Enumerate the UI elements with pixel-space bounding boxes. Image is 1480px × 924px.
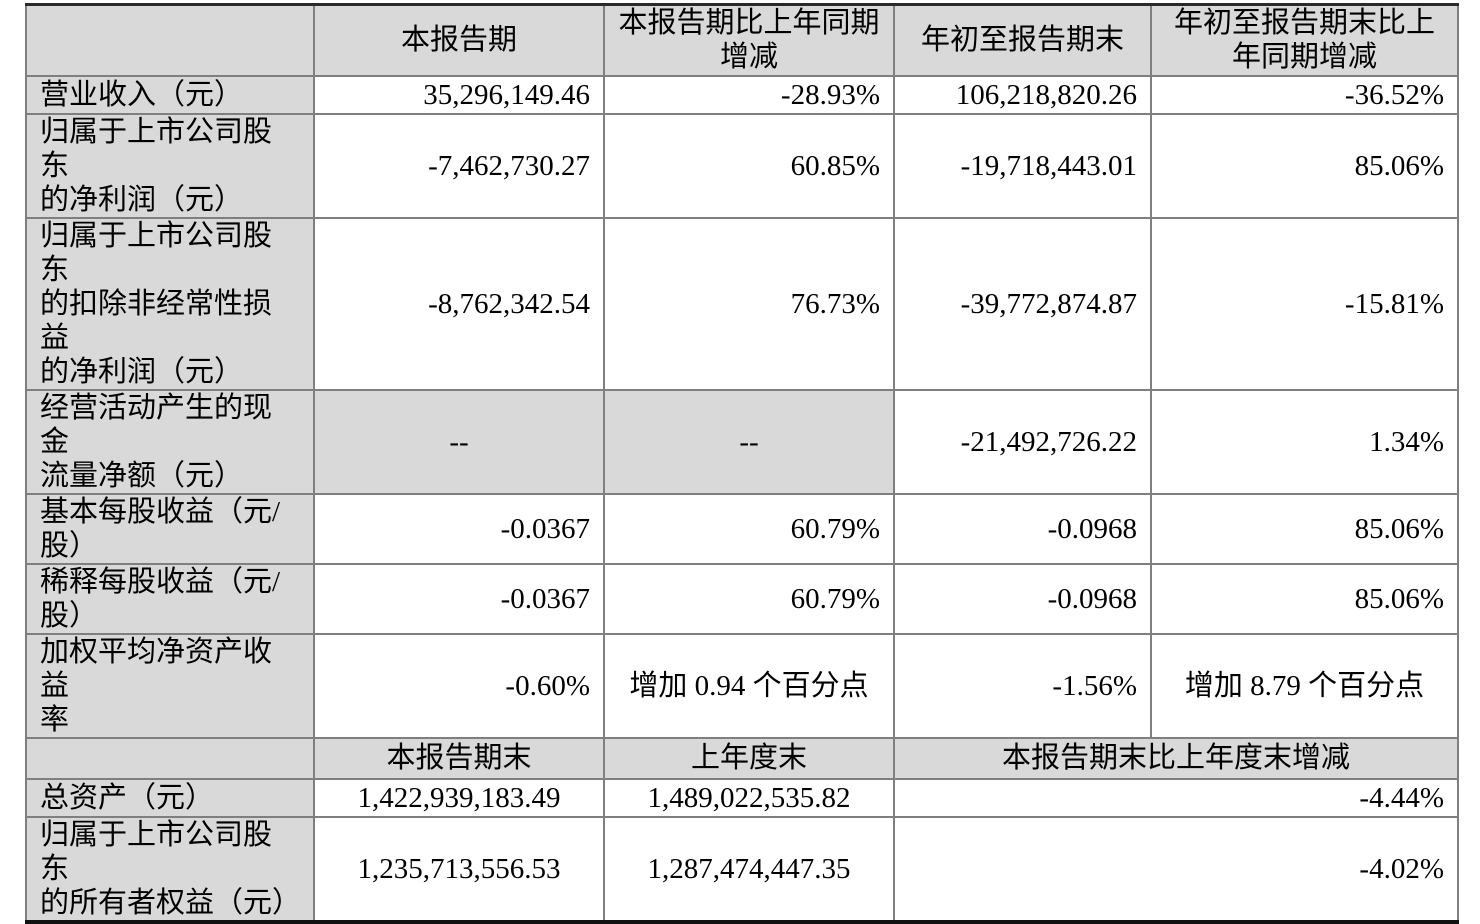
header-cell-yoy-change: 本报告期比上年同期 增减 (603, 3, 895, 77)
header-cell-prev-year-end: 上年度末 (603, 736, 895, 780)
value-cell-empty: -- (313, 388, 605, 495)
value-cell: 60.79% (603, 492, 895, 565)
value-cell: 85.06% (1150, 112, 1459, 219)
value-cell: 1,287,474,447.35 (603, 815, 895, 923)
period-end-header-row: 本报告期末 上年度末 本报告期末比上年度末增减 (25, 736, 1459, 780)
value-cell: -15.81% (1150, 216, 1459, 391)
header-cell-blank (25, 736, 315, 780)
value-cell: -21,492,726.22 (893, 388, 1152, 495)
metric-row-operating-cash-flow: 经营活动产生的现金 流量净额（元） -- -- -21,492,726.22 1… (25, 388, 1459, 495)
value-cell: -8,762,342.54 (313, 216, 605, 391)
metric-label-cell: 经营活动产生的现金 流量净额（元） (25, 388, 315, 495)
value-cell: 增加 0.94 个百分点 (603, 632, 895, 739)
value-cell: 60.85% (603, 112, 895, 219)
value-cell: 76.73% (603, 216, 895, 391)
metric-row-basic-eps: 基本每股收益（元/ 股） -0.0367 60.79% -0.0968 85.0… (25, 492, 1459, 565)
value-cell: -0.0367 (313, 562, 605, 635)
metric-row-diluted-eps: 稀释每股收益（元/ 股） -0.0367 60.79% -0.0968 85.0… (25, 562, 1459, 635)
metric-row-net-profit-excl-nonrecurring: 归属于上市公司股东 的扣除非经常性损益 的净利润（元） -8,762,342.5… (25, 216, 1459, 391)
metric-label-cell: 归属于上市公司股东 的所有者权益（元） (25, 815, 315, 923)
value-cell: 85.06% (1150, 492, 1459, 565)
header-cell-current-period: 本报告期 (313, 3, 605, 77)
value-cell: -36.52% (1150, 74, 1459, 115)
metric-label-cell: 基本每股收益（元/ 股） (25, 492, 315, 565)
metric-label-cell: 归属于上市公司股东 的净利润（元） (25, 112, 315, 219)
metric-label-cell: 加权平均净资产收益 率 (25, 632, 315, 739)
value-cell: -0.0367 (313, 492, 605, 565)
value-cell: 1,489,022,535.82 (603, 777, 895, 818)
metric-label-cell: 营业收入（元） (25, 74, 315, 115)
value-cell: -7,462,730.27 (313, 112, 605, 219)
value-cell: 35,296,149.46 (313, 74, 605, 115)
value-cell: -19,718,443.01 (893, 112, 1152, 219)
value-cell: -4.02% (893, 815, 1459, 923)
metric-row-revenue: 营业收入（元） 35,296,149.46 -28.93% 106,218,82… (25, 74, 1459, 115)
metric-label-cell: 稀释每股收益（元/ 股） (25, 562, 315, 635)
value-cell: 1,235,713,556.53 (313, 815, 605, 923)
value-cell: -0.60% (313, 632, 605, 739)
value-cell: -39,772,874.87 (893, 216, 1152, 391)
value-cell: -0.0968 (893, 492, 1152, 565)
metric-row-equity: 归属于上市公司股东 的所有者权益（元） 1,235,713,556.53 1,2… (25, 815, 1459, 923)
value-cell: 106,218,820.26 (893, 74, 1152, 115)
metric-row-weighted-avg-roe: 加权平均净资产收益 率 -0.60% 增加 0.94 个百分点 -1.56% 增… (25, 632, 1459, 739)
value-cell: -4.44% (893, 777, 1459, 818)
value-cell: 1,422,939,183.49 (313, 777, 605, 818)
value-cell: 增加 8.79 个百分点 (1150, 632, 1459, 739)
value-cell: -0.0968 (893, 562, 1152, 635)
value-cell: -1.56% (893, 632, 1152, 739)
value-cell: 1.34% (1150, 388, 1459, 495)
period-header-row: 本报告期 本报告期比上年同期 增减 年初至报告期末 年初至报告期末比上 年同期增… (25, 3, 1459, 77)
header-cell-ytd: 年初至报告期末 (893, 3, 1152, 77)
value-cell: 60.79% (603, 562, 895, 635)
metric-row-total-assets: 总资产（元） 1,422,939,183.49 1,489,022,535.82… (25, 777, 1459, 818)
value-cell: 85.06% (1150, 562, 1459, 635)
header-cell-blank (25, 3, 315, 77)
metric-row-net-profit: 归属于上市公司股东 的净利润（元） -7,462,730.27 60.85% -… (25, 112, 1459, 219)
header-cell-current-period-end: 本报告期末 (313, 736, 605, 780)
metric-label-cell: 归属于上市公司股东 的扣除非经常性损益 的净利润（元） (25, 216, 315, 391)
financial-summary-table: 本报告期 本报告期比上年同期 增减 年初至报告期末 年初至报告期末比上 年同期增… (25, 3, 1459, 924)
value-cell: -28.93% (603, 74, 895, 115)
value-cell-empty: -- (603, 388, 895, 495)
header-cell-period-end-change: 本报告期末比上年度末增减 (893, 736, 1459, 780)
metric-label-cell: 总资产（元） (25, 777, 315, 818)
header-cell-ytd-yoy-change: 年初至报告期末比上 年同期增减 (1150, 3, 1459, 77)
